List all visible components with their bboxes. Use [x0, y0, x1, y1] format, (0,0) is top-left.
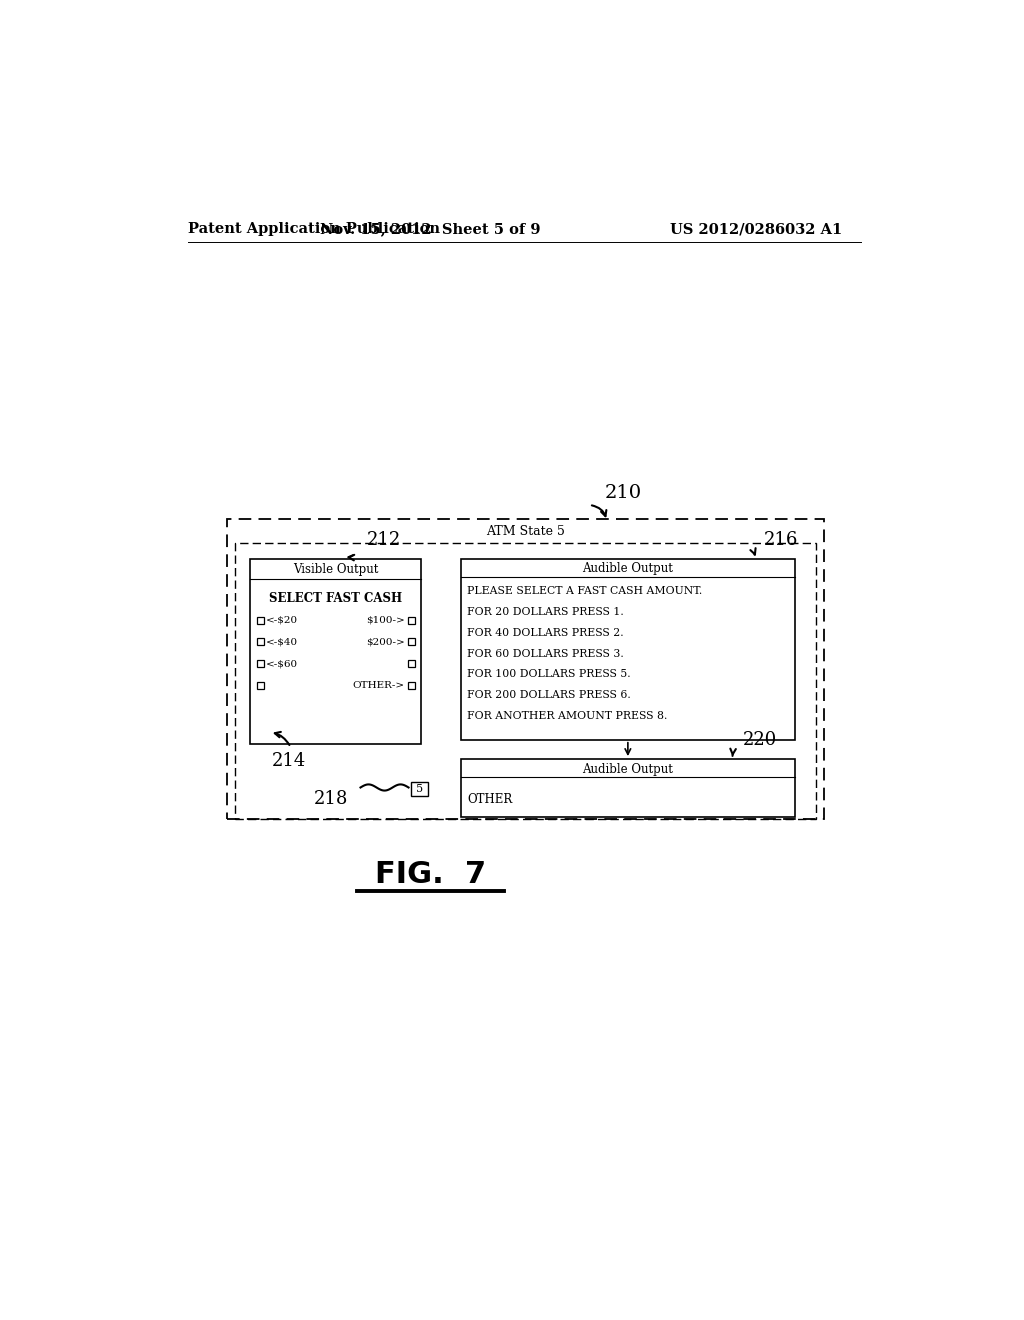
Bar [408, 616, 415, 624]
Text: 216: 216 [764, 531, 798, 549]
Text: Audible Output: Audible Output [583, 763, 674, 776]
Text: FOR 60 DOLLARS PRESS 3.: FOR 60 DOLLARS PRESS 3. [467, 648, 625, 659]
Text: 210: 210 [604, 484, 642, 503]
Text: 220: 220 [742, 731, 777, 748]
Text: Patent Application Publication: Patent Application Publication [188, 222, 440, 236]
Text: FOR 40 DOLLARS PRESS 2.: FOR 40 DOLLARS PRESS 2. [467, 628, 624, 638]
Text: <-$60: <-$60 [266, 659, 298, 668]
Text: PLEASE SELECT A FAST CASH AMOUNT.: PLEASE SELECT A FAST CASH AMOUNT. [467, 586, 702, 597]
Text: $200->: $200-> [366, 638, 404, 647]
Text: SELECT FAST CASH: SELECT FAST CASH [269, 593, 402, 606]
Bar [257, 616, 263, 624]
Text: <-$40: <-$40 [266, 638, 298, 647]
Text: OTHER->: OTHER-> [352, 681, 404, 690]
Text: ATM State 5: ATM State 5 [486, 524, 565, 537]
Text: US 2012/0286032 A1: US 2012/0286032 A1 [671, 222, 843, 236]
Text: FOR 100 DOLLARS PRESS 5.: FOR 100 DOLLARS PRESS 5. [467, 669, 631, 680]
Text: FIG.  7: FIG. 7 [375, 861, 485, 888]
Bar [408, 682, 415, 689]
Bar [408, 660, 415, 667]
Text: 212: 212 [367, 531, 401, 549]
Text: <-$20: <-$20 [266, 616, 298, 624]
Bar [234, 544, 816, 818]
Text: Nov. 15, 2012  Sheet 5 of 9: Nov. 15, 2012 Sheet 5 of 9 [319, 222, 541, 236]
Text: 5: 5 [416, 784, 423, 795]
Bar [411, 781, 428, 796]
Bar [251, 558, 421, 743]
Text: FOR 20 DOLLARS PRESS 1.: FOR 20 DOLLARS PRESS 1. [467, 607, 625, 616]
Text: 214: 214 [271, 752, 305, 771]
Text: FOR 200 DOLLARS PRESS 6.: FOR 200 DOLLARS PRESS 6. [467, 690, 631, 700]
Text: $100->: $100-> [366, 616, 404, 624]
Text: Audible Output: Audible Output [583, 562, 674, 576]
Text: OTHER: OTHER [467, 792, 513, 805]
Bar [257, 660, 263, 667]
Bar [227, 519, 824, 818]
Text: Visible Output: Visible Output [293, 564, 379, 576]
Bar [257, 682, 263, 689]
Bar [461, 759, 795, 817]
Bar [257, 639, 263, 645]
Bar [408, 639, 415, 645]
Bar [461, 558, 795, 739]
Text: 218: 218 [314, 791, 348, 808]
Text: FOR ANOTHER AMOUNT PRESS 8.: FOR ANOTHER AMOUNT PRESS 8. [467, 711, 668, 721]
